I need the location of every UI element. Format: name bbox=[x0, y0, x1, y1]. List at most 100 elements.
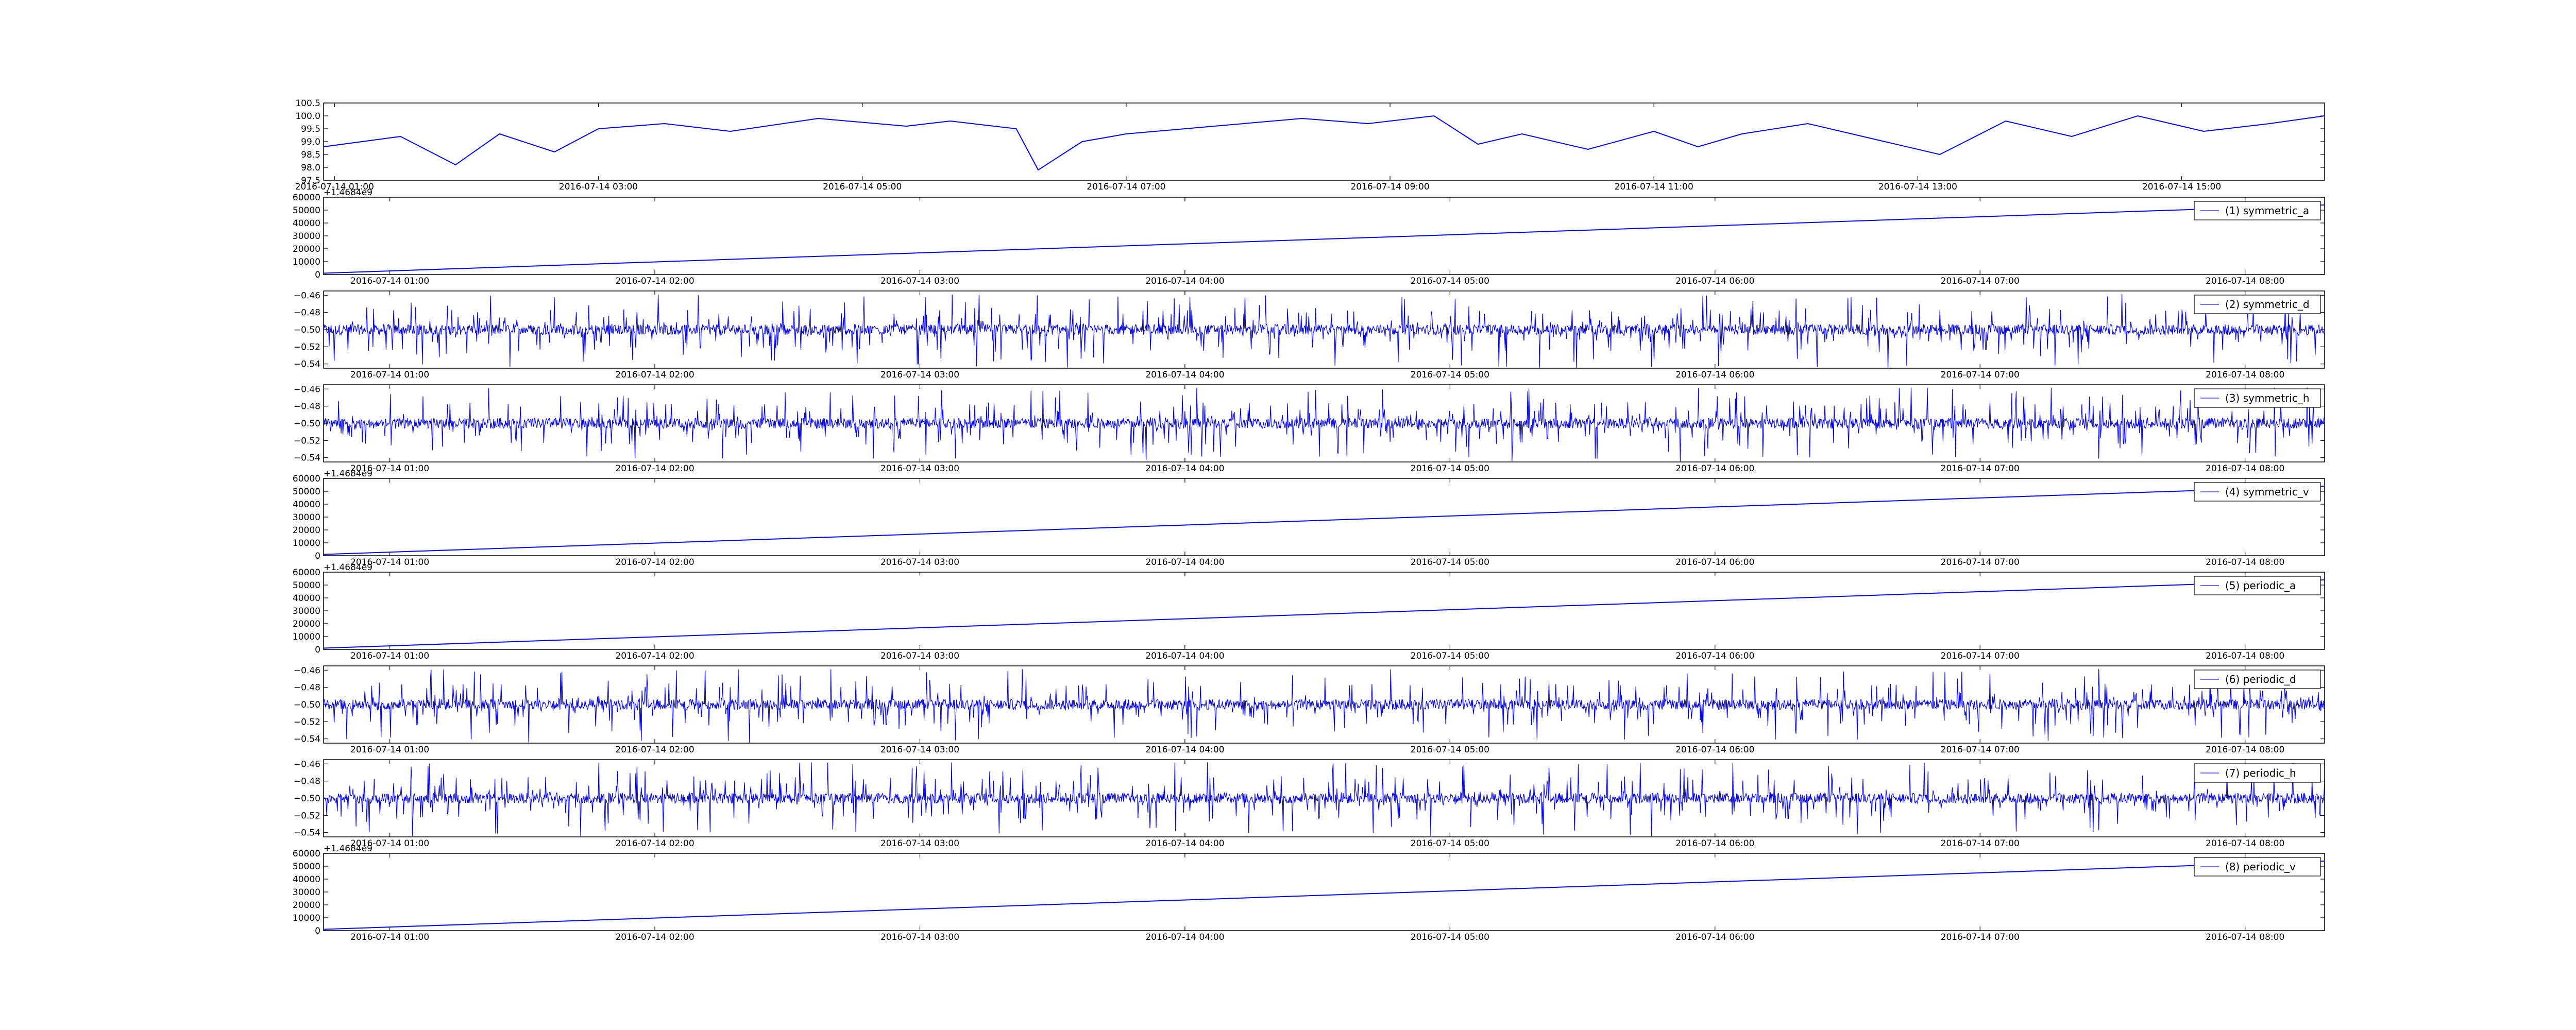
x-tick-label: 2016-07-14 05:00 bbox=[1411, 932, 1489, 942]
series-line-4-symmetric-v bbox=[324, 486, 2325, 555]
y-tick-label: 99.0 bbox=[301, 137, 320, 147]
y-tick-label: 97.5 bbox=[301, 176, 320, 186]
x-tick-label: 2016-07-14 04:00 bbox=[1145, 276, 1224, 286]
y-tick-label: 10000 bbox=[293, 538, 320, 548]
legend: (7) periodic_h bbox=[2194, 763, 2321, 783]
x-tick-label: 2016-07-14 05:00 bbox=[1411, 651, 1489, 661]
y-tick-label: 40000 bbox=[293, 500, 320, 510]
y-tick-label: 60000 bbox=[293, 568, 320, 578]
series-line-1-symmetric-a bbox=[324, 204, 2325, 274]
y-tick-label: 20000 bbox=[293, 244, 320, 254]
x-tick-label: 2016-07-14 06:00 bbox=[1675, 745, 1754, 755]
axis-offset-label: +1.4684e9 bbox=[324, 469, 372, 479]
chart-panel-5: 0 10000 20000 30000 40000 50000 60000 2016-07-1… bbox=[293, 469, 2325, 568]
legend: (4) symmetric_v bbox=[2194, 482, 2321, 502]
legend-label: (7) periodic_h bbox=[2225, 767, 2296, 779]
y-tick-label: −0.46 bbox=[294, 665, 320, 676]
series-line-7-periodic-h bbox=[324, 762, 2325, 836]
y-tick-label: 40000 bbox=[293, 218, 320, 229]
x-tick-label: 2016-07-14 02:00 bbox=[615, 276, 694, 286]
legend: (2) symmetric_d bbox=[2194, 295, 2321, 314]
x-tick-label: 2016-07-14 11:00 bbox=[1615, 182, 1693, 192]
x-tick-label: 2016-07-14 08:00 bbox=[2206, 276, 2284, 286]
x-tick-label: 2016-07-14 06:00 bbox=[1675, 276, 1754, 286]
x-tick-label: 2016-07-14 02:00 bbox=[615, 651, 694, 661]
axis-offset-label: +1.4684e9 bbox=[324, 562, 372, 573]
x-tick-label: 2016-07-14 13:00 bbox=[1878, 182, 1957, 192]
x-tick-label: 2016-07-14 01:00 bbox=[350, 464, 429, 474]
y-tick-label: −0.48 bbox=[294, 683, 320, 693]
x-tick-label: 2016-07-14 04:00 bbox=[1145, 838, 1224, 849]
x-tick-label: 2016-07-14 01:00 bbox=[350, 838, 429, 849]
x-tick-label: 2016-07-14 04:00 bbox=[1145, 370, 1224, 380]
y-tick-label: 10000 bbox=[293, 913, 320, 923]
chart-panel-2: 0 10000 20000 30000 40000 50000 60000 2016-07-1… bbox=[293, 187, 2325, 286]
y-tick-label: −0.54 bbox=[294, 359, 320, 370]
y-tick-label: 30000 bbox=[293, 887, 320, 898]
y-tick-label: 98.5 bbox=[301, 150, 320, 160]
y-tick-label: 60000 bbox=[293, 193, 320, 203]
x-tick-label: 2016-07-14 07:00 bbox=[1941, 838, 2020, 849]
x-tick-label: 2016-07-14 09:00 bbox=[1350, 182, 1429, 192]
x-tick-label: 2016-07-14 08:00 bbox=[2206, 557, 2284, 568]
x-tick-label: 2016-07-14 07:00 bbox=[1941, 745, 2020, 755]
y-tick-label: −0.48 bbox=[294, 308, 320, 318]
legend-label: (6) periodic_d bbox=[2225, 673, 2296, 685]
y-tick-label: 30000 bbox=[293, 606, 320, 616]
legend-label: (1) symmetric_a bbox=[2225, 204, 2309, 217]
x-tick-label: 2016-07-14 06:00 bbox=[1675, 838, 1754, 849]
legend-label: (8) periodic_v bbox=[2225, 861, 2296, 873]
y-tick-label: 50000 bbox=[293, 862, 320, 872]
x-tick-label: 2016-07-14 02:00 bbox=[615, 838, 694, 849]
x-tick-label: 2016-07-14 07:00 bbox=[1941, 464, 2020, 474]
x-tick-label: 2016-07-14 07:00 bbox=[1941, 932, 2020, 942]
x-tick-label: 2016-07-14 01:00 bbox=[350, 932, 429, 942]
x-tick-label: 2016-07-14 03:00 bbox=[880, 557, 959, 568]
x-tick-label: 2016-07-14 04:00 bbox=[1145, 932, 1224, 942]
y-tick-label: −0.50 bbox=[294, 325, 320, 335]
x-tick-label: 2016-07-14 06:00 bbox=[1675, 932, 1754, 942]
x-tick-label: 2016-07-14 01:00 bbox=[295, 182, 374, 192]
chart-panel-7: −0.54 −0.52 −0.50 −0.48 −0.46 2016-07-14 01:0… bbox=[294, 665, 2325, 755]
x-tick-label: 2016-07-14 01:00 bbox=[350, 745, 429, 755]
x-tick-label: 2016-07-14 03:00 bbox=[880, 745, 959, 755]
y-tick-label: −0.52 bbox=[294, 342, 320, 352]
y-tick-label: 10000 bbox=[293, 632, 320, 642]
x-tick-label: 2016-07-14 06:00 bbox=[1675, 464, 1754, 474]
x-tick-label: 2016-07-14 05:00 bbox=[1411, 276, 1489, 286]
y-tick-label: 10000 bbox=[293, 257, 320, 267]
legend: (3) symmetric_h bbox=[2194, 388, 2321, 408]
x-tick-label: 2016-07-14 03:00 bbox=[880, 651, 959, 661]
y-tick-label: 98.0 bbox=[301, 163, 320, 173]
y-tick-label: 60000 bbox=[293, 849, 320, 859]
x-tick-label: 2016-07-14 02:00 bbox=[615, 464, 694, 474]
x-tick-label: 2016-07-14 08:00 bbox=[2206, 745, 2284, 755]
y-tick-label: 99.5 bbox=[301, 124, 320, 134]
series-line-8-periodic-v bbox=[324, 861, 2325, 930]
y-tick-label: 50000 bbox=[293, 580, 320, 591]
chart-panel-8: −0.54 −0.52 −0.50 −0.48 −0.46 2016-07-14 01:0… bbox=[294, 759, 2325, 849]
legend: (5) periodic_a bbox=[2194, 576, 2321, 595]
x-tick-label: 2016-07-14 02:00 bbox=[615, 745, 694, 755]
chart-panel-3: −0.54 −0.52 −0.50 −0.48 −0.46 2016-07-14 01:0… bbox=[294, 290, 2325, 380]
axis-offset-label: +1.4684e9 bbox=[324, 187, 372, 198]
y-tick-label: 0 bbox=[315, 645, 320, 655]
x-tick-label: 2016-07-14 05:00 bbox=[823, 182, 902, 192]
y-tick-label: 50000 bbox=[293, 205, 320, 216]
y-tick-label: 20000 bbox=[293, 525, 320, 536]
x-tick-label: 2016-07-14 03:00 bbox=[880, 464, 959, 474]
chart-panel-1: 97.5 98.0 98.5 99.0 99.5 100.0 100.5 2016-07-14… bbox=[295, 98, 2325, 192]
y-tick-label: −0.52 bbox=[294, 811, 320, 821]
chart-panel-6: 0 10000 20000 30000 40000 50000 60000 2016-07-1… bbox=[293, 562, 2325, 661]
x-tick-label: 2016-07-14 05:00 bbox=[1411, 370, 1489, 380]
plot-frame bbox=[323, 384, 2325, 462]
plot-frame bbox=[323, 102, 2325, 181]
x-tick-label: 2016-07-14 08:00 bbox=[2206, 932, 2284, 942]
x-tick-label: 2016-07-14 06:00 bbox=[1675, 370, 1754, 380]
legend-label: (4) symmetric_v bbox=[2225, 486, 2309, 498]
x-tick-label: 2016-07-14 04:00 bbox=[1145, 651, 1224, 661]
x-tick-label: 2016-07-14 08:00 bbox=[2206, 838, 2284, 849]
x-tick-label: 2016-07-14 03:00 bbox=[880, 370, 959, 380]
legend-label: (3) symmetric_h bbox=[2225, 392, 2310, 404]
